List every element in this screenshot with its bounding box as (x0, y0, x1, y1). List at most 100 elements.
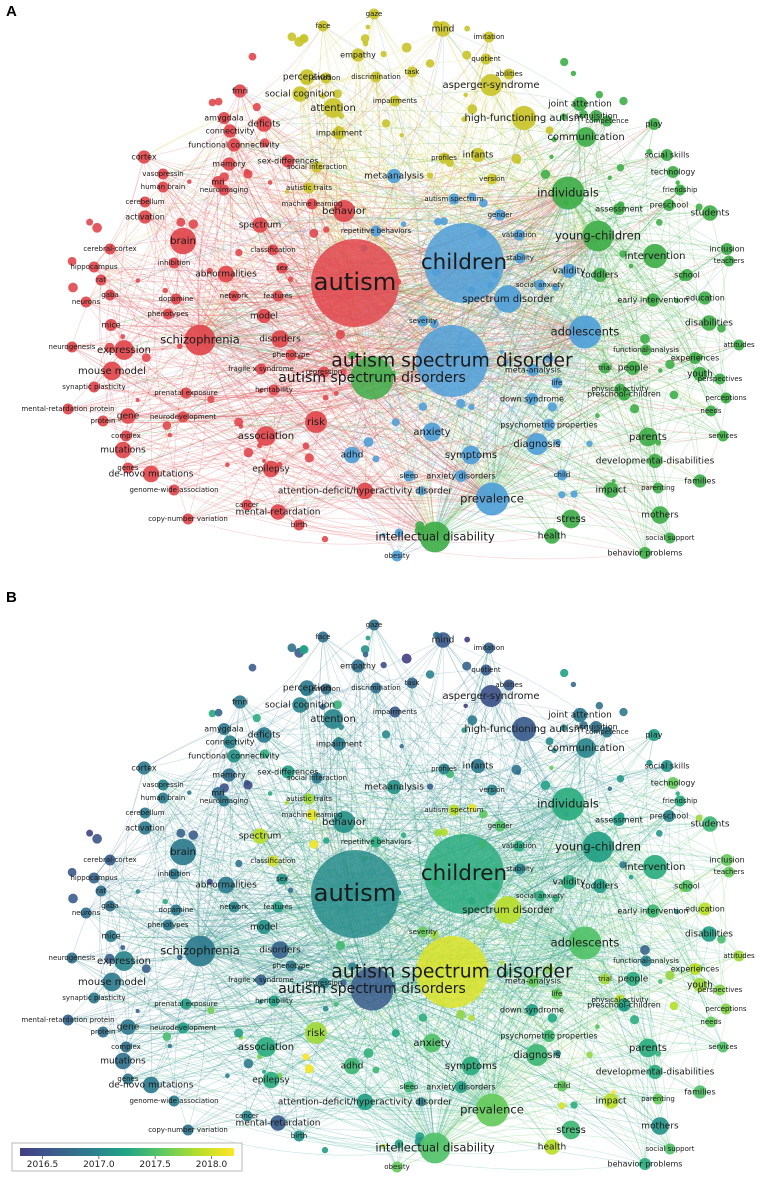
a-label: adhd (341, 451, 364, 461)
b-minor-node (439, 828, 448, 837)
a-edge (536, 274, 688, 445)
a-edge (371, 369, 625, 395)
b-label: prevalence (460, 1103, 524, 1117)
b-edge (143, 669, 487, 769)
a-edge (109, 248, 353, 456)
b-edge (175, 909, 659, 1100)
a-edge (263, 315, 534, 371)
b-minor-node (540, 780, 551, 791)
b-edge (306, 624, 375, 689)
b-node-autism-spectrum (448, 804, 460, 816)
b-edge (173, 971, 453, 1102)
b-label: neuroimaging (200, 797, 249, 805)
a-edge (167, 313, 538, 445)
b-edge (127, 1078, 436, 1149)
b-edge (162, 784, 373, 990)
a-edge (110, 324, 187, 394)
b-minor-node (619, 861, 627, 869)
b-edge (150, 1084, 493, 1121)
b-edge (357, 665, 586, 944)
a-edge (709, 212, 726, 380)
a-edge (491, 189, 681, 500)
b-minor-node (261, 1069, 267, 1074)
a-label: empathy (340, 51, 376, 60)
a-edge (491, 344, 740, 500)
a-edge (125, 435, 493, 502)
a-edge (354, 282, 712, 412)
b-label: intervention (625, 862, 686, 873)
b-edge (531, 726, 597, 1011)
a-node-task (406, 66, 418, 78)
b-edge (143, 767, 599, 850)
a-edge (93, 156, 145, 268)
a-edge (606, 120, 654, 301)
b-edge (225, 884, 262, 981)
a-node-heritability (268, 384, 280, 396)
b-edge (228, 774, 493, 1111)
a-label: de-novo mutations (109, 470, 194, 480)
a-node-adolescents (568, 315, 602, 349)
b-edge (127, 942, 586, 1080)
b-node-fragile-x-syndrome (255, 974, 267, 986)
a-label: developmental-disabilities (596, 457, 715, 467)
a-edge (499, 214, 586, 333)
a-edge (111, 370, 373, 391)
b-edge (325, 688, 453, 973)
a-edge (85, 100, 396, 303)
b-label: gender (488, 822, 513, 830)
a-minor-node (323, 226, 330, 233)
b-edge (173, 873, 453, 973)
a-edge (109, 186, 164, 250)
b-node-social-cognition (292, 697, 308, 713)
a-edge (411, 71, 721, 380)
b-edge (618, 819, 701, 1093)
a-edge (102, 331, 586, 423)
b-label: attention-deficit/hyperactivity disorder (278, 1098, 452, 1108)
a-node-needs (705, 405, 717, 417)
a-edge (561, 331, 587, 476)
b-node-functional-analysis (640, 955, 652, 967)
a-edge (491, 297, 706, 500)
a-edge (491, 495, 661, 516)
b-edge (325, 688, 395, 788)
a-label: meta-analysis (505, 366, 561, 375)
b-edge (532, 846, 599, 982)
b-node-neurogenesis (66, 952, 78, 964)
a-label: teachers (714, 257, 745, 265)
b-node-experiences (688, 962, 702, 976)
b-label: version (479, 786, 505, 794)
b-edge (434, 999, 621, 1149)
b-edge (277, 873, 465, 1124)
a-node-autism-spectrum-disorder (416, 325, 488, 397)
b-node-psychometric-properties (542, 1029, 556, 1043)
b-edge (150, 950, 201, 1086)
a-edge (100, 279, 436, 538)
b-edge (143, 767, 493, 1111)
b-edge (431, 845, 520, 1044)
a-edge (199, 339, 300, 526)
a-node-attitudes (733, 339, 745, 351)
a-minor-node (252, 103, 261, 112)
b-edge (173, 840, 377, 875)
a-edge (434, 393, 625, 538)
b-minor-node (206, 878, 213, 886)
b-edge (354, 893, 661, 1127)
b-edge (371, 988, 646, 1165)
b-minor-node (258, 999, 263, 1005)
a-edge (109, 294, 373, 379)
b-edge (354, 858, 730, 895)
b-edge (182, 743, 340, 1029)
b-edge (277, 982, 325, 1124)
b-label: mutations (100, 1057, 146, 1067)
a-edge (263, 123, 586, 333)
a-edge (185, 262, 465, 394)
a-edge (119, 156, 145, 417)
a-edge (239, 90, 586, 333)
b-edge (373, 624, 569, 805)
a-minor-node (503, 359, 509, 366)
b-node-synaptic-plasticity (88, 992, 100, 1004)
b-edge (239, 701, 599, 848)
b-edge (199, 815, 670, 952)
b-edge (434, 1046, 724, 1149)
b-edge (123, 866, 730, 962)
